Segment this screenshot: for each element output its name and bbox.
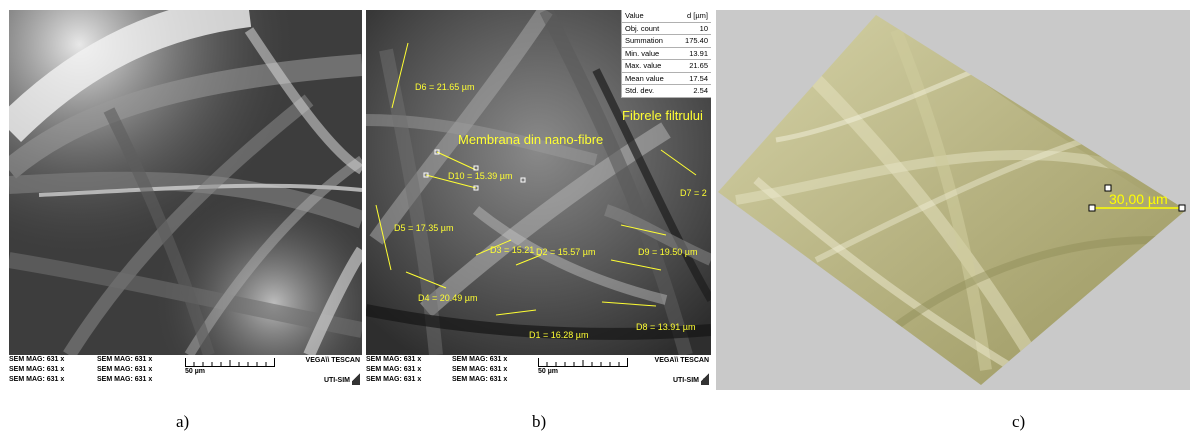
stats-value: 17.54: [689, 73, 708, 83]
org-label: UTI-SIM: [323, 377, 350, 384]
sem-micrograph-a: [9, 10, 362, 355]
measurement-label: D7 = 2: [680, 188, 707, 198]
scale-bar-label: 50 µm: [538, 368, 558, 375]
org-logo-icon: [352, 373, 360, 385]
sem-mag-label: SEM MAG: 631 x: [97, 356, 153, 363]
caption-c: c): [1012, 412, 1026, 431]
brand-label: VEGA\\ TESCAN: [654, 357, 709, 364]
sem-mag-label: SEM MAG: 631 x: [366, 366, 422, 373]
stats-table: Value d [µm] Obj. count 10 Summation 175…: [621, 10, 711, 98]
sem-mag-label: SEM MAG: 631 x: [97, 366, 153, 373]
stats-value: 21.65: [689, 61, 708, 70]
sem-mag-label: SEM MAG: 631 x: [452, 366, 508, 373]
stats-header-label: Value: [625, 11, 644, 20]
measurement-label: 30,00 µm: [1109, 191, 1168, 207]
scale-bar: [185, 358, 275, 367]
sem-mag-label: SEM MAG: 631 x: [97, 376, 153, 383]
stats-value: 2.54: [693, 86, 708, 95]
stats-label: Obj. count: [625, 23, 660, 33]
stats-row: Mean value 17.54: [621, 72, 711, 85]
scale-bar: [538, 358, 628, 367]
sem-mag-label: SEM MAG: 631 x: [452, 376, 508, 383]
scale-bar-label: 50 µm: [185, 368, 205, 375]
scale-bar-ticks: [193, 360, 267, 366]
measurement-label: D8 = 13.91 µm: [636, 322, 696, 332]
stats-row: Summation 175.40: [621, 35, 711, 48]
measurement-label: D2 = 15.57 µm: [536, 247, 596, 257]
stats-value: 175.40: [685, 36, 708, 45]
stats-row: Std. dev. 2.54: [621, 85, 711, 98]
org-label: UTI-SIM: [672, 377, 699, 384]
stats-value: 13.91: [689, 48, 708, 58]
measurement-label: D3 = 15.21: [490, 245, 535, 255]
measurement-label: D1 = 16.28 µm: [529, 330, 589, 340]
sem-mag-label: SEM MAG: 631 x: [9, 376, 65, 383]
sem-panel-a: SEM MAG: 631 x SEM MAG: 631 x SEM MAG: 6…: [9, 10, 362, 390]
measurement-label: D9 = 19.50 µm: [638, 247, 698, 257]
annotation-filter-fibers: Fibrele filtrului: [622, 108, 703, 123]
sem-mag-label: SEM MAG: 631 x: [452, 356, 508, 363]
stats-header-unit: d [µm]: [687, 11, 708, 20]
stats-row: Max. value 21.65: [621, 60, 711, 73]
stats-label: Std. dev.: [625, 86, 655, 95]
caption-b: b): [532, 412, 547, 431]
sem-mag-label: SEM MAG: 631 x: [9, 366, 65, 373]
measurement-label: D6 = 21.65 µm: [415, 82, 475, 92]
caption-a: a): [176, 412, 190, 431]
sem-mag-label: SEM MAG: 631 x: [366, 376, 422, 383]
stats-label: Min. value: [625, 48, 660, 58]
stats-label: Max. value: [625, 61, 662, 70]
stats-value: 10: [699, 23, 708, 33]
measurement-label: D5 = 17.35 µm: [394, 223, 454, 233]
stats-row: Obj. count 10: [621, 22, 711, 35]
surface-3d-render: [718, 15, 1186, 385]
sem-mag-label: SEM MAG: 631 x: [366, 356, 422, 363]
stats-header-row: Value d [µm]: [621, 10, 711, 23]
measurement-label: D4 = 20.49 µm: [418, 293, 478, 303]
stats-label: Mean value: [625, 73, 664, 83]
org-logo-icon: [701, 373, 709, 385]
annotation-nanofiber-membrane: Membrana din nano-fibre: [458, 132, 604, 147]
sem-footer-a: SEM MAG: 631 x SEM MAG: 631 x SEM MAG: 6…: [9, 355, 362, 390]
surface-3d-panel: 30,00 µm: [716, 10, 1190, 390]
measurement-label: D10 = 15.39 µm: [448, 171, 513, 181]
sem-footer-b: SEM MAG: 631 x SEM MAG: 631 x SEM MAG: 6…: [366, 355, 711, 390]
brand-label: VEGA\\ TESCAN: [305, 357, 360, 364]
sem-mag-label: SEM MAG: 631 x: [9, 356, 65, 363]
sem-panel-b: Value d [µm] Obj. count 10 Summation 175…: [366, 10, 711, 390]
scale-bar-ticks: [546, 360, 620, 366]
stats-row: Min. value 13.91: [621, 47, 711, 60]
stats-label: Summation: [625, 36, 663, 45]
